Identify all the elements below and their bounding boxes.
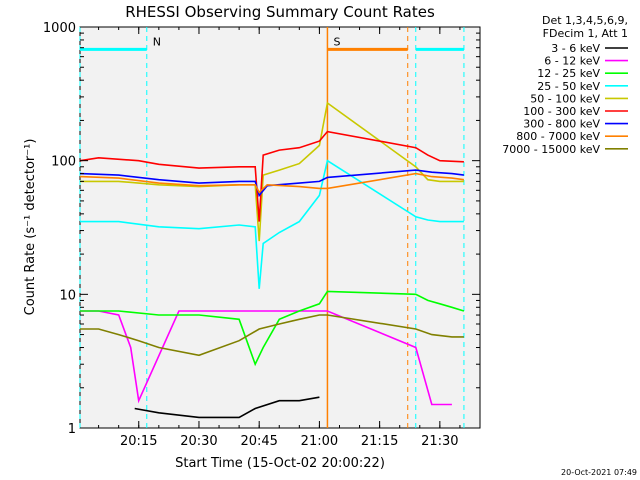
- x-tick-label: 20:30: [180, 434, 217, 449]
- x-tick-label: 21:15: [361, 434, 398, 449]
- series-line-12-25-kev: [80, 290, 465, 367]
- axes-layer: 20:15 20:30 20:45 21:00 21:15 21:30 1 10 100 1000: [43, 21, 481, 449]
- legend-label: 300 - 800 keV: [523, 118, 600, 131]
- legend-header: FDecim 1, Att 1: [543, 27, 628, 40]
- legend-label: 100 - 300 keV: [523, 105, 600, 118]
- series-line-3-6-kev: [134, 396, 320, 419]
- legend-label: 7000 - 15000 keV: [502, 143, 600, 156]
- annotation-label: N: [153, 35, 161, 48]
- series-line-6-12-kev: [80, 310, 452, 406]
- series-line-50-100-kev: [80, 101, 464, 242]
- legend-label: 3 - 6 keV: [551, 42, 600, 55]
- legend-label: 50 - 100 keV: [530, 92, 600, 105]
- x-tick-label: 20:15: [120, 434, 157, 449]
- x-axis-title: Start Time (15-Oct-02 20:00:22): [175, 456, 385, 471]
- y-tick-label: 1: [68, 422, 76, 437]
- legend-label: 800 - 7000 keV: [516, 130, 600, 143]
- plot-area: [79, 26, 481, 429]
- legend-header: Det 1,3,4,5,6,9,: [542, 14, 628, 27]
- series-layer: [79, 101, 465, 419]
- legend-label: 12 - 25 keV: [537, 67, 600, 80]
- series-line-100-300-kev: [79, 130, 464, 222]
- y-axis-title: Count Rate (s⁻¹ detector⁻¹): [23, 139, 38, 316]
- x-tick-label: 21:00: [301, 434, 338, 449]
- series-line-7000-15000-kev: [80, 314, 464, 357]
- x-tick-label: 21:30: [421, 434, 458, 449]
- series-line-25-50-kev: [80, 159, 464, 289]
- x-tick-label: 20:45: [240, 434, 277, 449]
- legend-label: 6 - 12 keV: [544, 55, 600, 68]
- y-tick-label: 10: [59, 288, 76, 303]
- series-line-800-7000-kev: [79, 172, 465, 194]
- footer-timestamp: 20-Oct-2021 07:49: [561, 468, 637, 477]
- annotation-label: S: [333, 35, 340, 48]
- band-layer: [79, 27, 465, 428]
- legend: Det 1,3,4,5,6,9,FDecim 1, Att 1 3 - 6 keV…: [502, 14, 628, 156]
- legend-label: 25 - 50 keV: [537, 80, 600, 93]
- y-tick-label: 100: [51, 155, 76, 170]
- chart-title: RHESSI Observing Summary Count Rates: [125, 3, 435, 21]
- y-tick-label: 1000: [43, 21, 76, 36]
